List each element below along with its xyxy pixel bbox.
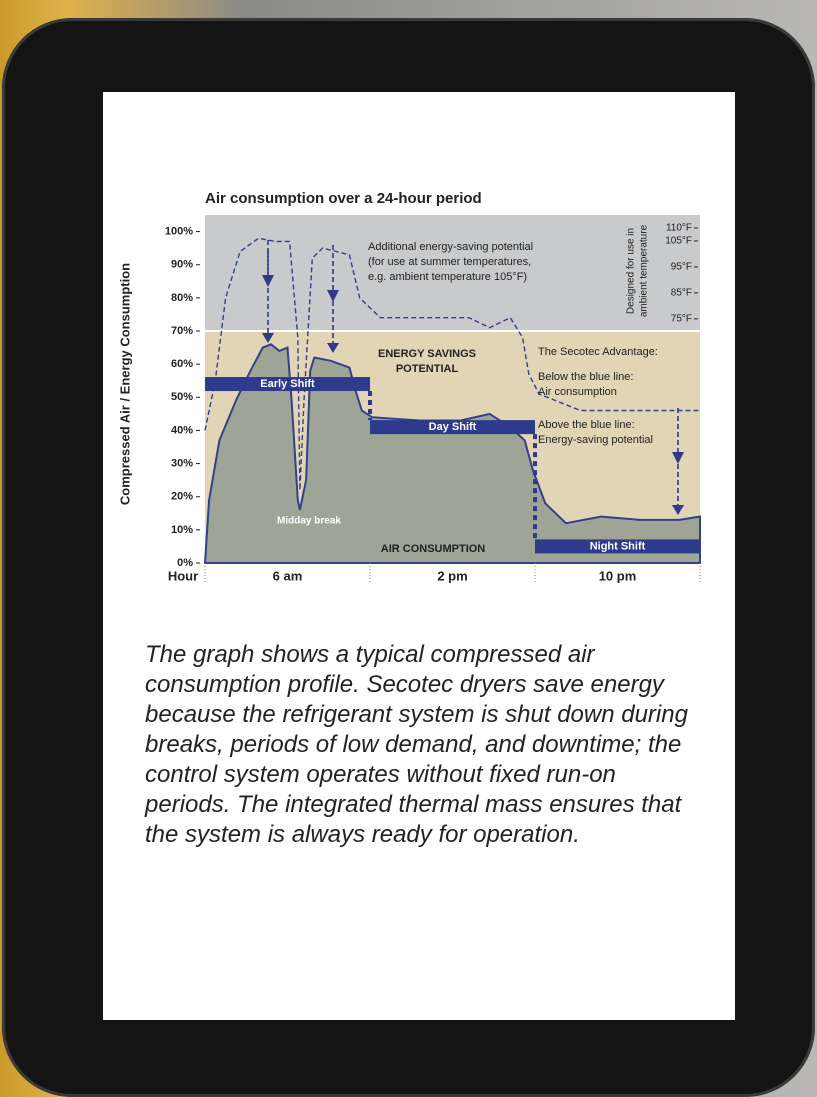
annotation: e.g. ambient temperature 105°F) xyxy=(368,271,527,283)
annotation: AIR CONSUMPTION xyxy=(381,543,486,555)
shift-label: Early Shift xyxy=(260,378,315,390)
y-tick-label: 40% xyxy=(171,424,193,436)
annotation: Designed for use in xyxy=(626,228,637,314)
caption: The graph shows a typical compressed air… xyxy=(145,640,705,850)
shift-label: Day Shift xyxy=(429,421,477,433)
x-axis-label: Hour xyxy=(168,568,198,583)
x-tick-label: 6 am xyxy=(273,568,303,583)
y-tick-label: 70% xyxy=(171,325,193,337)
annotation: ambient temperature xyxy=(639,224,650,317)
annotation: Energy-saving potential xyxy=(538,434,653,446)
annotation: POTENTIAL xyxy=(396,363,459,375)
annotation: Below the blue line: xyxy=(538,371,633,383)
y2-tick-label: 95°F xyxy=(671,262,692,273)
annotation: The Secotec Advantage: xyxy=(538,346,658,358)
y2-tick-label: 75°F xyxy=(671,314,692,325)
annotation: Additional energy-saving potential xyxy=(368,241,533,253)
shift-label: Night Shift xyxy=(590,540,646,552)
x-tick-label: 10 pm xyxy=(599,568,637,583)
y-axis-label: Compressed Air / Energy Consumption xyxy=(117,263,132,505)
annotation: ENERGY SAVINGS xyxy=(378,348,476,360)
chart-title: Air consumption over a 24-hour period xyxy=(205,190,482,207)
chart: Air consumption over a 24-hour period Co… xyxy=(0,0,817,1097)
x-tick-label: 2 pm xyxy=(437,568,467,583)
y2-tick-label: 105°F xyxy=(665,236,692,247)
annotation: Midday break xyxy=(277,516,341,527)
y-tick-label: 30% xyxy=(171,457,193,469)
annotation: Air consumption xyxy=(538,386,617,398)
y2-tick-label: 110°F xyxy=(666,223,692,234)
y2-tick-label: 85°F xyxy=(671,288,692,299)
page: Air consumption over a 24-hour period Co… xyxy=(0,0,817,1097)
y-tick-label: 90% xyxy=(171,259,193,271)
y-tick-label: 50% xyxy=(171,391,193,403)
y-tick-label: 20% xyxy=(171,491,193,503)
y-tick-label: 100% xyxy=(165,225,193,237)
y-tick-label: 10% xyxy=(171,524,193,536)
y-tick-label: 60% xyxy=(171,358,193,370)
annotation: Above the blue line: xyxy=(538,419,635,431)
y-tick-label: 80% xyxy=(171,292,193,304)
annotation: (for use at summer temperatures, xyxy=(368,256,531,268)
y-tick-label: 0% xyxy=(177,557,193,569)
